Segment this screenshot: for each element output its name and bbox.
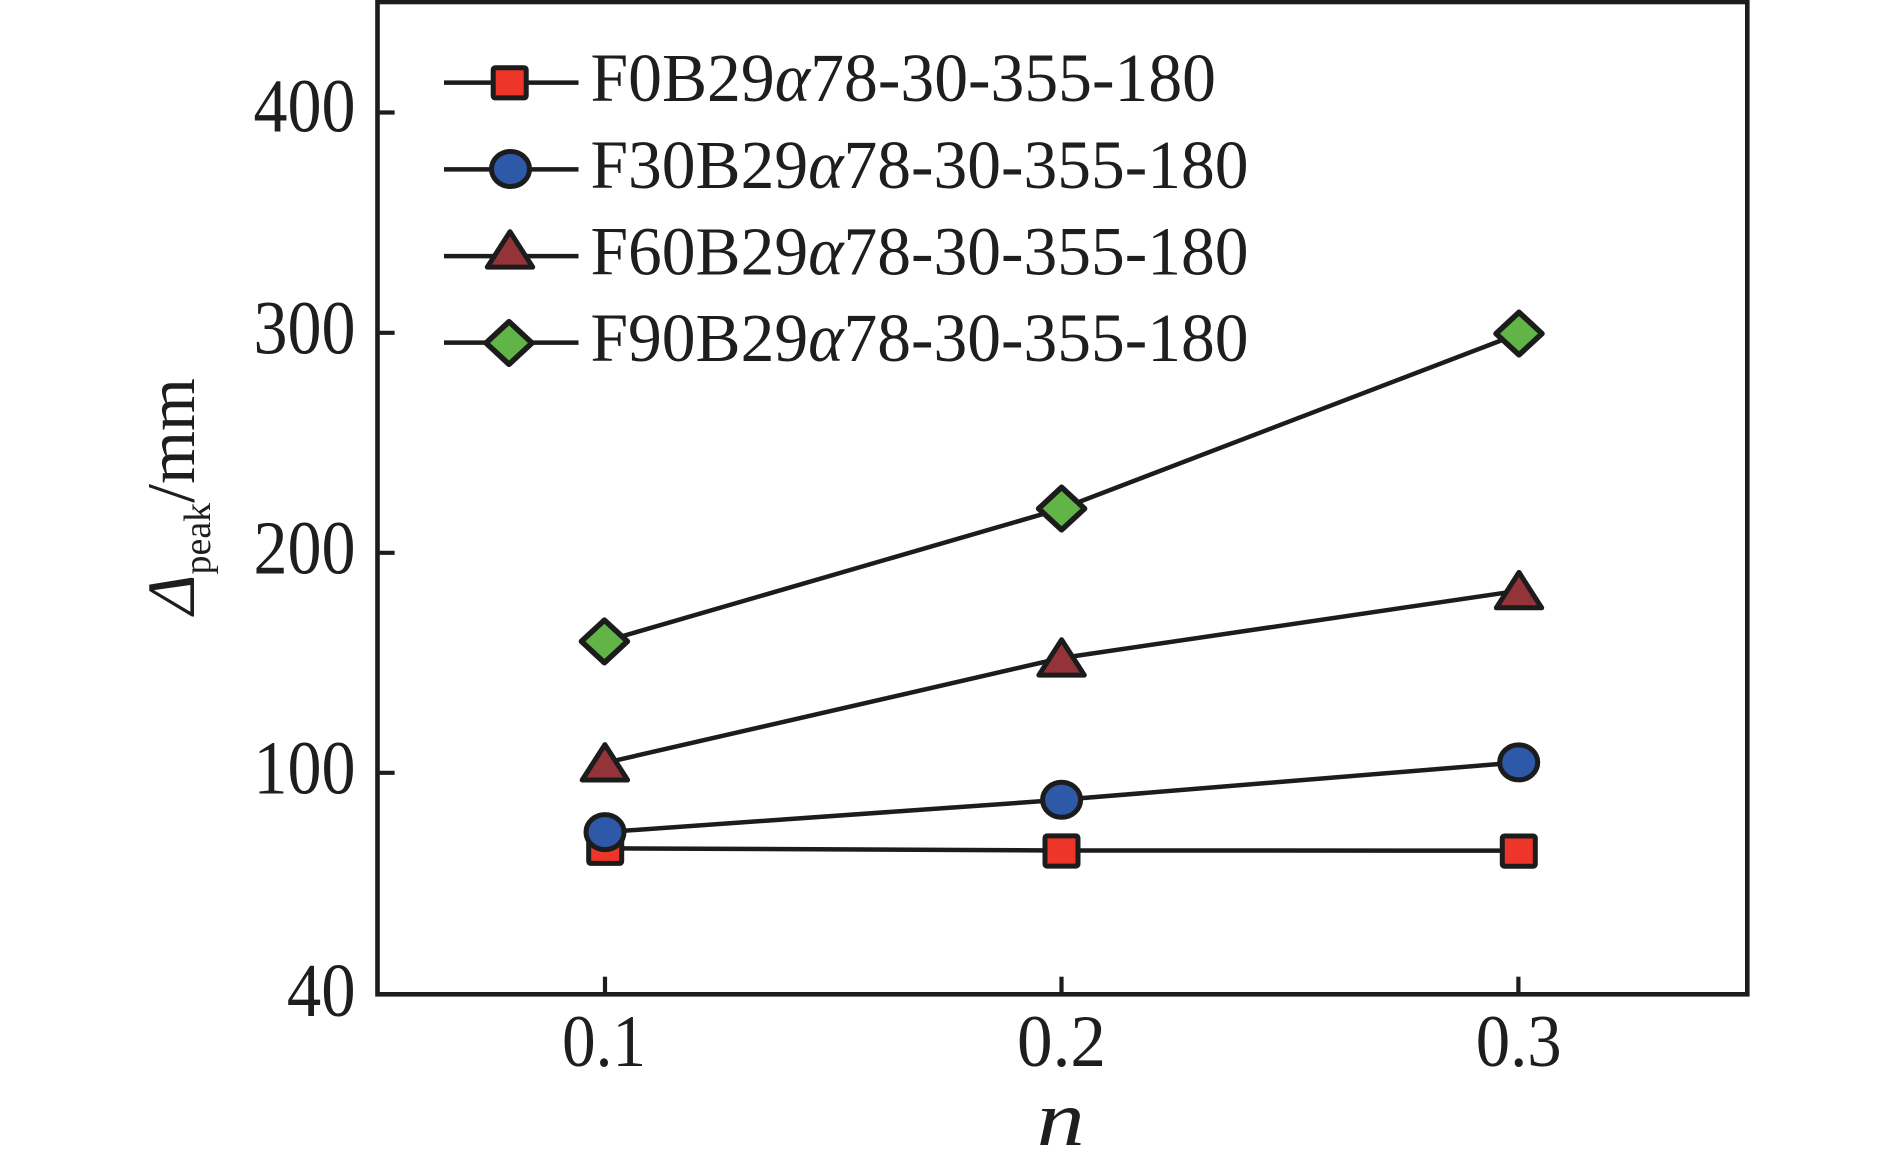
svg-text:0.1: 0.1 [562,1001,646,1083]
svg-text:400: 400 [254,65,356,149]
svg-text:300: 300 [254,286,356,370]
svg-text:0.2: 0.2 [1017,1001,1106,1083]
svg-text:0.3: 0.3 [1476,1001,1562,1083]
svg-text:Δpeak/mm: Δpeak/mm [133,378,219,617]
svg-text:40: 40 [287,949,356,1033]
svg-text:200: 200 [254,506,356,590]
svg-text:F90B29α78-30-355-180: F90B29α78-30-355-180 [591,300,1249,376]
svg-text:F30B29α78-30-355-180: F30B29α78-30-355-180 [591,127,1249,203]
svg-text:F0B29α78-30-355-180: F0B29α78-30-355-180 [591,40,1217,116]
svg-text:100: 100 [254,726,356,810]
svg-text:n: n [1037,1075,1085,1159]
svg-text:F60B29α78-30-355-180: F60B29α78-30-355-180 [591,214,1249,290]
